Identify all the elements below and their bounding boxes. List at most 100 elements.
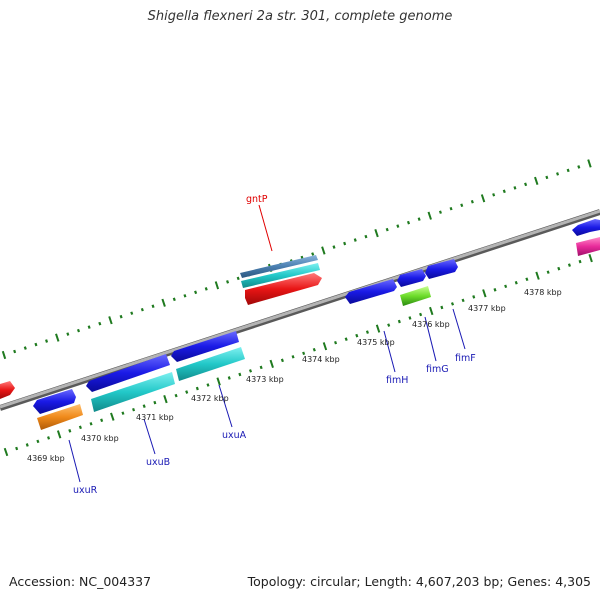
genome-summary-text: Topology: circular; Length: 4,607,203 bp… bbox=[247, 574, 591, 589]
major-tick bbox=[269, 359, 274, 369]
gene-label-uxuB: uxuB bbox=[146, 457, 170, 468]
minor-tick bbox=[472, 295, 476, 299]
minor-tick bbox=[238, 372, 242, 377]
gene-label-fimH: fimH bbox=[386, 375, 408, 386]
major-tick bbox=[1, 350, 7, 360]
minor-tick bbox=[47, 436, 51, 440]
minor-tick bbox=[557, 266, 561, 271]
minor-tick bbox=[194, 290, 198, 295]
gene-arrow-blue-fimF bbox=[425, 259, 458, 279]
minor-tick bbox=[151, 304, 155, 309]
major-tick bbox=[482, 289, 487, 298]
minor-tick bbox=[460, 203, 464, 208]
minor-tick bbox=[513, 186, 517, 190]
minor-tick bbox=[100, 418, 104, 423]
minor-tick bbox=[396, 224, 400, 228]
gene-arrow-orange-uxuR bbox=[37, 404, 83, 430]
gene-arrow-cyan-uxuA bbox=[176, 347, 245, 381]
gene-arrow-cyan bbox=[241, 263, 320, 288]
minor-tick bbox=[566, 168, 570, 173]
leader-uxuA bbox=[218, 384, 233, 428]
minor-tick bbox=[76, 328, 81, 333]
minor-tick bbox=[419, 312, 423, 317]
major-tick bbox=[480, 194, 486, 203]
minor-tick bbox=[185, 390, 189, 394]
minor-tick bbox=[449, 206, 453, 211]
minor-tick bbox=[34, 342, 38, 347]
minor-tick bbox=[87, 325, 91, 329]
minor-tick bbox=[172, 297, 176, 302]
kbp-label: 4373 kbp bbox=[246, 375, 284, 384]
minor-tick bbox=[68, 429, 72, 433]
kbp-label: 4369 kbp bbox=[27, 454, 65, 463]
minor-tick bbox=[492, 193, 496, 197]
leader-gntP bbox=[258, 204, 273, 252]
minor-tick bbox=[226, 280, 230, 284]
major-tick bbox=[588, 253, 593, 263]
minor-tick bbox=[364, 234, 368, 239]
minor-tick bbox=[311, 252, 315, 256]
gene-arrow-red bbox=[245, 273, 322, 305]
gene-arrow-red-left bbox=[0, 381, 15, 399]
major-tick bbox=[587, 159, 592, 168]
kbp-label: 4377 kbp bbox=[468, 304, 506, 313]
minor-tick bbox=[13, 349, 17, 354]
minor-tick bbox=[470, 199, 474, 204]
minor-tick bbox=[417, 217, 421, 221]
minor-tick bbox=[45, 339, 49, 343]
gene-label-fimF: fimF bbox=[455, 353, 476, 364]
minor-tick bbox=[25, 443, 29, 447]
minor-tick bbox=[312, 347, 316, 352]
major-tick bbox=[374, 228, 379, 238]
minor-tick bbox=[140, 307, 144, 312]
outer-tick-track bbox=[1, 159, 592, 360]
minor-tick bbox=[183, 294, 187, 298]
minor-tick bbox=[121, 411, 125, 415]
minor-tick bbox=[502, 189, 506, 194]
minor-tick bbox=[15, 446, 19, 451]
minor-tick bbox=[332, 245, 336, 249]
leader-uxuB bbox=[143, 418, 156, 455]
minor-tick bbox=[438, 210, 442, 214]
minor-tick bbox=[493, 288, 497, 292]
minor-tick bbox=[236, 276, 240, 281]
minor-tick bbox=[365, 330, 369, 334]
minor-tick bbox=[524, 182, 528, 187]
minor-tick bbox=[302, 351, 306, 356]
kbp-scale-labels: 4369 kbp 4370 kbp 4371 kbp 4372 kbp 4373… bbox=[27, 288, 562, 463]
minor-tick bbox=[36, 439, 40, 444]
major-tick bbox=[322, 342, 328, 351]
gene-features-lower bbox=[33, 259, 458, 430]
minor-tick bbox=[387, 323, 391, 327]
minor-tick bbox=[461, 298, 465, 303]
leader-fimG bbox=[424, 316, 437, 362]
minor-tick bbox=[343, 241, 347, 246]
minor-tick bbox=[334, 340, 338, 345]
minor-tick bbox=[578, 259, 582, 264]
major-tick bbox=[214, 281, 220, 290]
gene-arrow-cyan-uxuB bbox=[91, 372, 175, 412]
minor-tick bbox=[66, 332, 70, 336]
minor-tick bbox=[397, 319, 401, 324]
minor-tick bbox=[546, 270, 550, 274]
major-tick bbox=[55, 333, 60, 342]
major-tick bbox=[321, 246, 326, 255]
inner-tick-track bbox=[3, 253, 593, 457]
leader-fimF bbox=[452, 308, 466, 350]
minor-tick bbox=[227, 376, 231, 380]
minor-tick bbox=[514, 280, 518, 285]
major-tick bbox=[427, 211, 432, 220]
kbp-label: 4374 kbp bbox=[302, 355, 340, 364]
minor-tick bbox=[98, 321, 102, 326]
kbp-label: 4376 kbp bbox=[412, 320, 450, 329]
map-title: Shigella flexneri 2a str. 301, complete … bbox=[147, 9, 453, 24]
gene-arrow-blue-fimH bbox=[345, 279, 397, 304]
minor-tick bbox=[174, 393, 178, 398]
minor-tick bbox=[525, 277, 529, 282]
major-tick bbox=[535, 271, 540, 280]
kbp-label: 4370 kbp bbox=[81, 434, 119, 443]
major-tick bbox=[429, 306, 434, 316]
genome-backbone bbox=[0, 209, 600, 409]
gene-label-gntP: gntP bbox=[246, 194, 268, 205]
